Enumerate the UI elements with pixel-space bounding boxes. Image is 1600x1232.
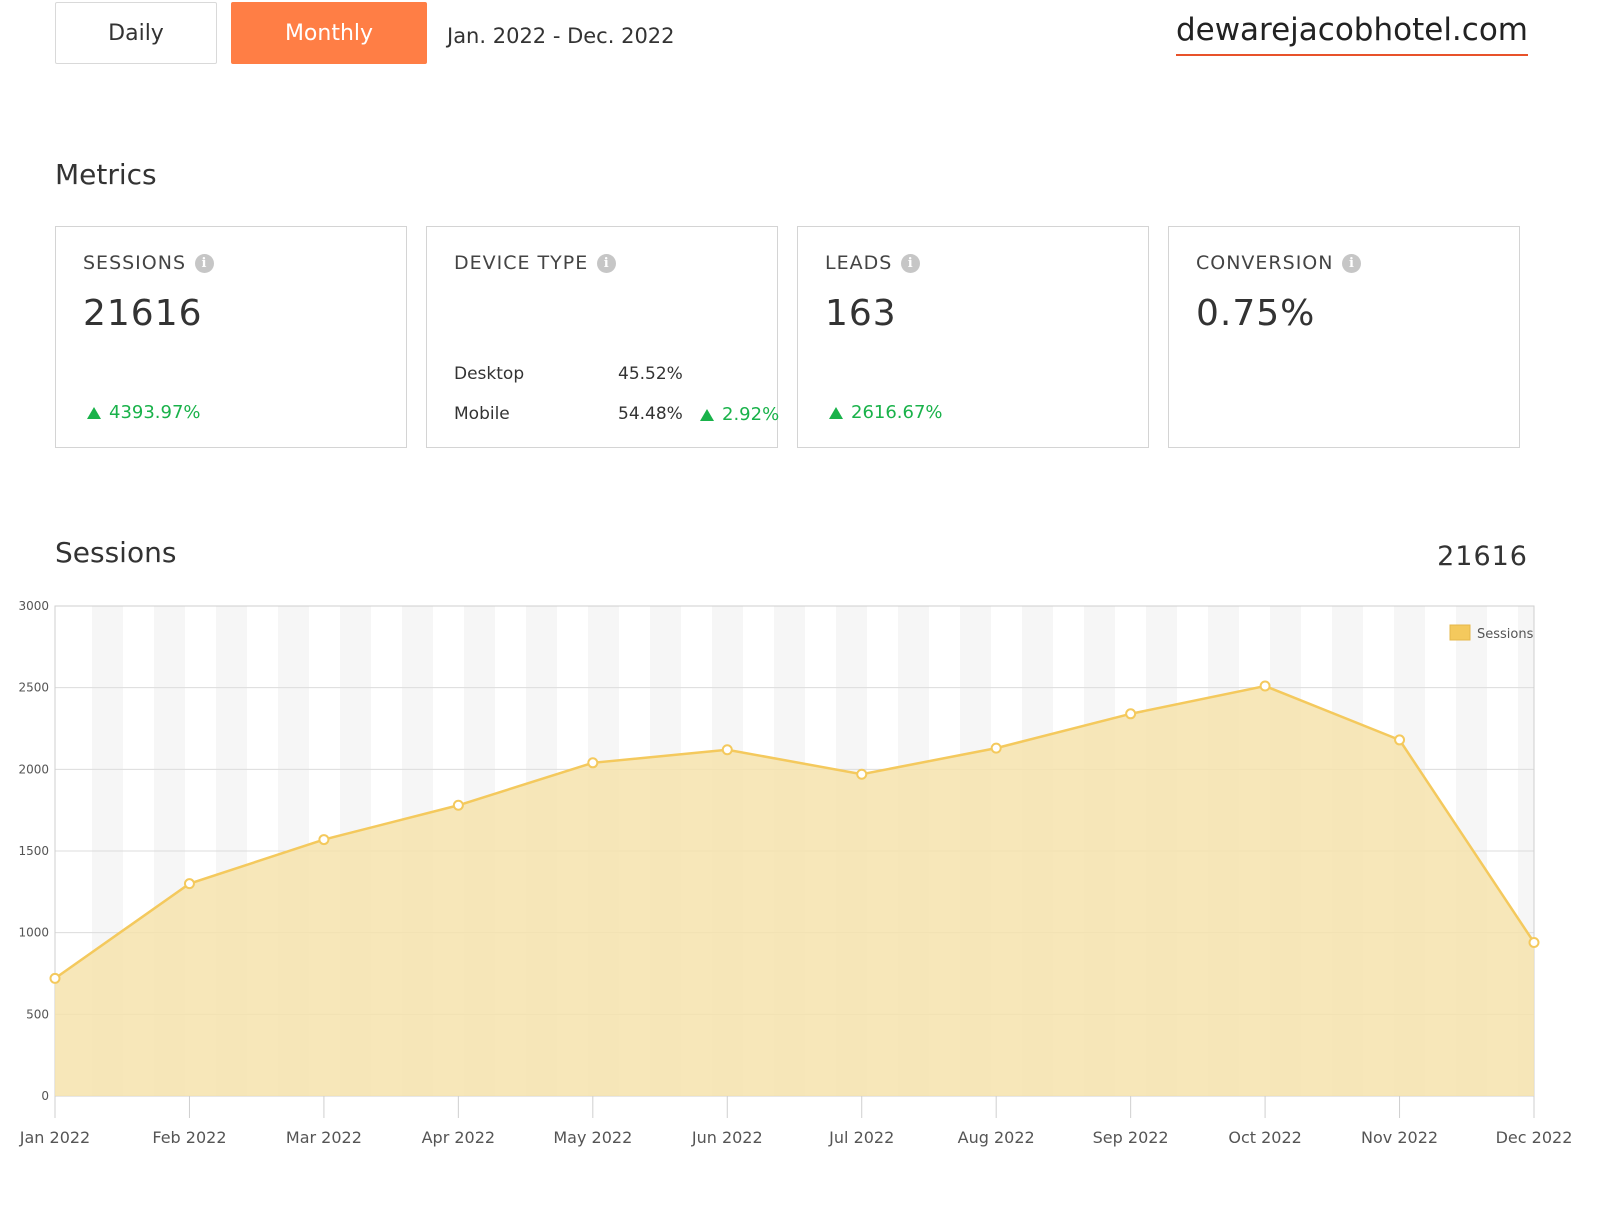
data-point <box>1125 708 1137 720</box>
conversion-label: CONVERSION <box>1196 252 1334 274</box>
leads-card: LEADS i 163 2616.67% <box>797 226 1149 448</box>
date-range: Jan. 2022 - Dec. 2022 <box>447 24 675 48</box>
mobile-row: Mobile 54.48% 2.92% <box>454 404 779 426</box>
data-point <box>856 768 868 780</box>
data-point <box>183 878 195 890</box>
conversion-label-row: CONVERSION i <box>1196 252 1362 274</box>
metrics-title: Metrics <box>55 158 157 191</box>
x-tick-label: Aug 2022 <box>958 1128 1035 1147</box>
site-domain-underline <box>1175 54 1528 56</box>
sessions-chart: 0 500 1000 1500 2000 2500 3000 Jan 2022 Feb 2022… <box>18 599 1573 1147</box>
data-point <box>1259 680 1271 692</box>
leads-change: 2616.67% <box>829 402 943 423</box>
data-point <box>1528 936 1540 948</box>
x-tick-label: Apr 2022 <box>422 1128 495 1147</box>
device-label: DEVICE TYPE <box>454 252 589 274</box>
mobile-value: 54.48% <box>618 404 683 424</box>
y-tick-label: 2500 <box>18 681 49 695</box>
x-tick-label: Mar 2022 <box>286 1128 362 1147</box>
desktop-label: Desktop <box>454 364 525 384</box>
sessions-label-row: SESSIONS i <box>83 252 215 274</box>
sessions-title: Sessions <box>55 536 177 569</box>
data-point <box>318 834 330 846</box>
legend-swatch <box>1449 624 1471 641</box>
x-tick-label: May 2022 <box>553 1128 632 1147</box>
site-domain-text: dewarejacobhotel.com <box>1175 12 1528 48</box>
info-icon[interactable]: i <box>901 253 921 273</box>
leads-value: 163 <box>825 293 897 334</box>
data-point <box>587 757 599 769</box>
y-tick-label: 1500 <box>18 844 49 858</box>
x-tick-label: Oct 2022 <box>1228 1128 1301 1147</box>
leads-change-text: 2616.67% <box>851 402 943 423</box>
y-tick-label: 500 <box>26 1007 49 1021</box>
mobile-change: 2.92% <box>700 404 779 425</box>
leads-label-row: LEADS i <box>825 252 921 274</box>
data-point <box>452 799 464 811</box>
x-tick-label: Feb 2022 <box>152 1128 226 1147</box>
info-icon[interactable]: i <box>1342 253 1362 273</box>
toolbar: Daily Monthly Jan. 2022 - Dec. 2022 dewa… <box>0 0 1600 70</box>
sessions-change: 4393.97% <box>87 402 201 423</box>
info-icon[interactable]: i <box>597 253 617 273</box>
mobile-change-text: 2.92% <box>722 404 780 425</box>
desktop-row: Desktop 45.52% <box>454 364 764 386</box>
sessions-card: SESSIONS i 21616 4393.97% <box>55 226 407 448</box>
data-point <box>49 972 61 984</box>
site-domain[interactable]: dewarejacobhotel.com <box>1175 12 1528 56</box>
daily-button[interactable]: Daily <box>55 2 217 64</box>
y-tick-label: 0 <box>41 1089 49 1103</box>
desktop-value: 45.52% <box>618 364 683 384</box>
sessions-area <box>55 686 1534 1096</box>
monthly-button[interactable]: Monthly <box>231 2 427 64</box>
data-point <box>1394 734 1406 746</box>
leads-label: LEADS <box>825 252 893 274</box>
x-tick-label: Jul 2022 <box>828 1128 894 1147</box>
sessions-total: 21616 <box>1437 541 1528 572</box>
conversion-card: CONVERSION i 0.75% <box>1168 226 1520 448</box>
info-icon[interactable]: i <box>195 253 215 273</box>
device-label-row: DEVICE TYPE i <box>454 252 617 274</box>
y-tick-label: 2000 <box>18 762 49 776</box>
sessions-change-text: 4393.97% <box>109 402 201 423</box>
x-tick-label: Jan 2022 <box>19 1128 90 1147</box>
sessions-label: SESSIONS <box>83 252 187 274</box>
device-type-card: DEVICE TYPE i Desktop 45.52% Mobile 54.4… <box>426 226 779 448</box>
y-tick-label: 3000 <box>18 599 49 613</box>
legend-label: Sessions <box>1477 627 1534 642</box>
up-arrow-icon <box>700 408 714 421</box>
data-point <box>721 744 733 756</box>
x-tick-label: Nov 2022 <box>1361 1128 1438 1147</box>
conversion-value: 0.75% <box>1196 293 1316 334</box>
x-tick-label: Sep 2022 <box>1093 1128 1169 1147</box>
x-tick-label: Dec 2022 <box>1496 1128 1573 1147</box>
up-arrow-icon <box>87 406 101 419</box>
sessions-series-line <box>54 684 1536 980</box>
sessions-value: 21616 <box>83 293 203 334</box>
data-point <box>990 742 1002 754</box>
x-tick-label: Jun 2022 <box>691 1128 763 1147</box>
y-tick-label: 1000 <box>18 926 49 940</box>
up-arrow-icon <box>829 406 843 419</box>
mobile-label: Mobile <box>454 404 510 424</box>
